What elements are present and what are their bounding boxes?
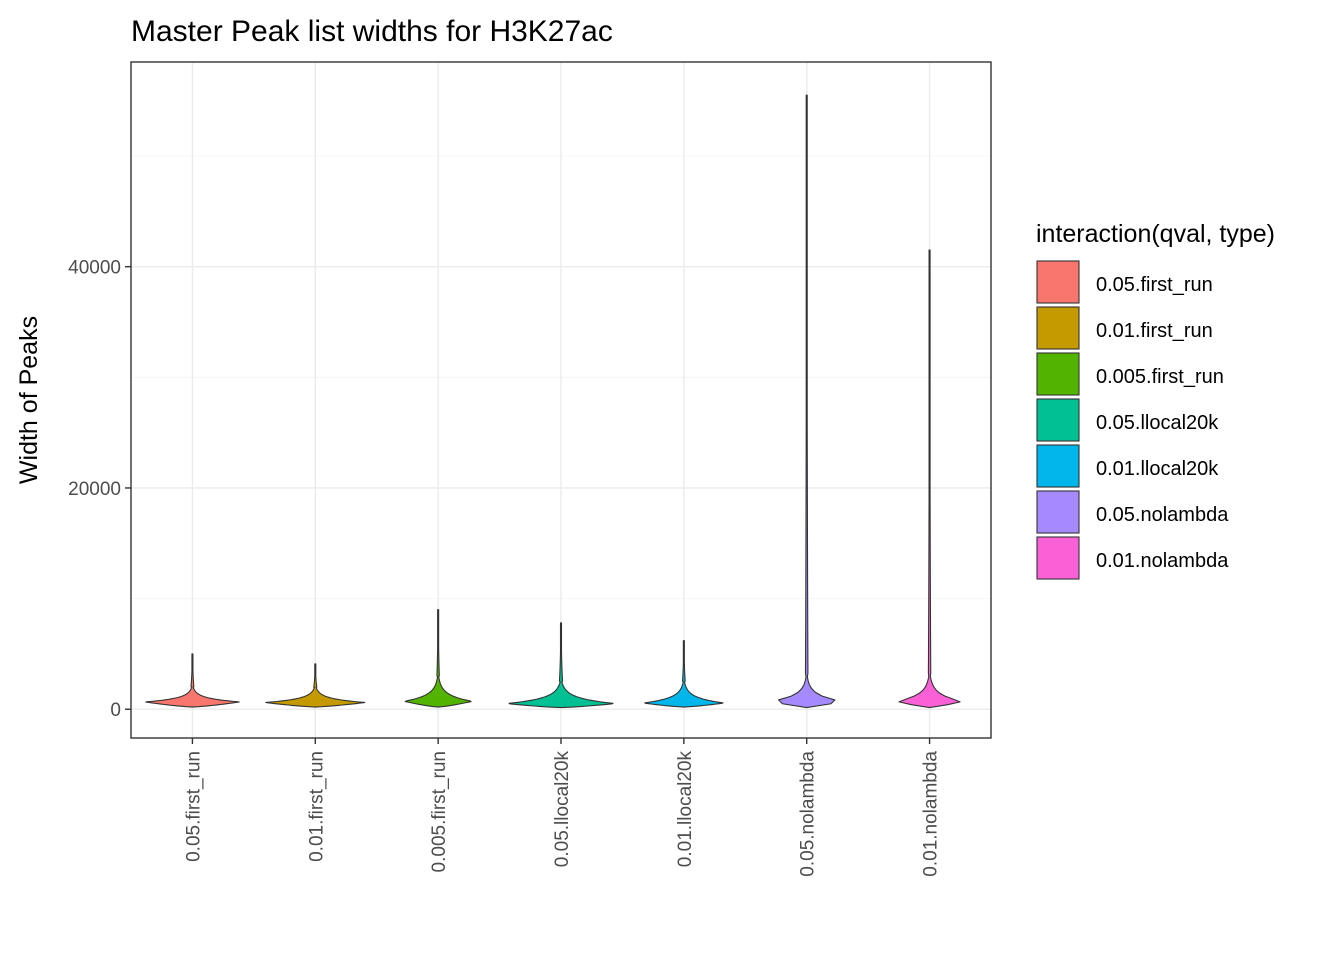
x-tick-label: 0.05.nolambda [798, 751, 819, 877]
violin-0.005.first_run [404, 609, 472, 708]
legend-item: 0.05.llocal20k [1036, 398, 1219, 442]
legend-swatch [1036, 536, 1080, 580]
legend-item: 0.05.nolambda [1036, 490, 1229, 534]
x-tick-label: 0.01.llocal20k [675, 751, 696, 868]
legend-label: 0.01.llocal20k [1096, 458, 1219, 480]
violin-0.01.first_run [265, 663, 366, 708]
x-tick-label: 0.01.first_run [306, 751, 327, 862]
y-tick-label: 0 [110, 700, 121, 721]
violin-layer [145, 94, 961, 709]
legend-swatch [1036, 444, 1080, 488]
x-tick-label: 0.05.first_run [183, 751, 204, 862]
legend-item: 0.01.llocal20k [1036, 444, 1219, 488]
legend-swatch [1036, 260, 1080, 304]
legend-item: 0.01.first_run [1036, 306, 1213, 350]
legend-swatch [1036, 352, 1080, 396]
violin-0.01.llocal20k [644, 640, 724, 708]
legend-item: 0.05.first_run [1036, 260, 1213, 304]
violin-0.01.nolambda [898, 249, 961, 709]
legend-swatch [1036, 490, 1080, 534]
y-tick-label: 40000 [68, 258, 121, 279]
x-tick-label: 0.05.llocal20k [552, 751, 573, 868]
violin-0.05.llocal20k [508, 622, 614, 709]
legend-label: 0.05.first_run [1096, 274, 1213, 296]
legend-swatch [1036, 306, 1080, 350]
legend-item: 0.01.nolambda [1036, 536, 1229, 580]
x-tick-label: 0.01.nolambda [921, 751, 942, 877]
legend-items: 0.05.first_run 0.01.first_run 0.005.first_… [1036, 260, 1229, 580]
plot-panel [130, 61, 992, 739]
y-axis-title: Width of Peaks [15, 316, 43, 484]
legend: interaction(qval, type) 0.05.first_run0.… [1036, 220, 1275, 580]
legend-item: 0.005.first_run [1036, 352, 1224, 396]
legend-title: interaction(qval, type) [1036, 220, 1275, 248]
legend-label: 0.05.llocal20k [1096, 412, 1219, 434]
x-axis: 0.05.first_run 0.01.first_run 0.005.first_… [183, 738, 942, 877]
legend-label: 0.01.nolambda [1096, 550, 1229, 572]
y-axis: 0 20000 40000 [68, 258, 131, 721]
legend-label: 0.01.first_run [1096, 320, 1213, 342]
legend-label: 0.005.first_run [1096, 366, 1224, 388]
legend-label: 0.05.nolambda [1096, 504, 1229, 526]
violin-0.05.nolambda [778, 94, 836, 709]
y-tick-label: 20000 [68, 479, 121, 500]
legend-swatch [1036, 398, 1080, 442]
chart-title: Master Peak list widths for H3K27ac [131, 15, 613, 48]
x-tick-label: 0.005.first_run [429, 751, 450, 872]
violin-0.05.first_run [145, 653, 240, 708]
